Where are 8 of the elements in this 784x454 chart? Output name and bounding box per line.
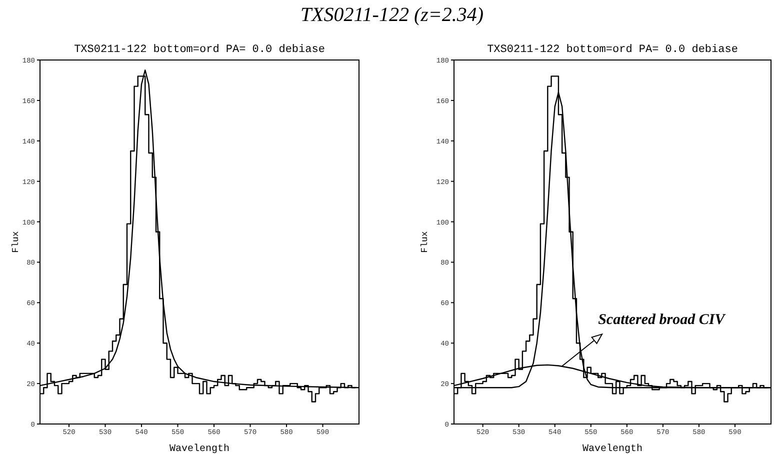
annotation: Scattered broad CIV (598, 312, 727, 328)
y-axis-title: Flux (11, 231, 22, 253)
y-axis-title: Flux (420, 231, 430, 253)
chart-subtitle: TXS0211-122 bottom=ord PA= 0.0 debiase (486, 44, 739, 56)
chart-title: TXS0211-122 (z=2.34) (299, 4, 485, 27)
x-axis-title: Wavelength (169, 443, 230, 454)
x-axis-title: Wavelength (582, 443, 643, 454)
chart-subtitle: TXS0211-122 bottom=ord PA= 0.0 debiase (73, 44, 326, 56)
